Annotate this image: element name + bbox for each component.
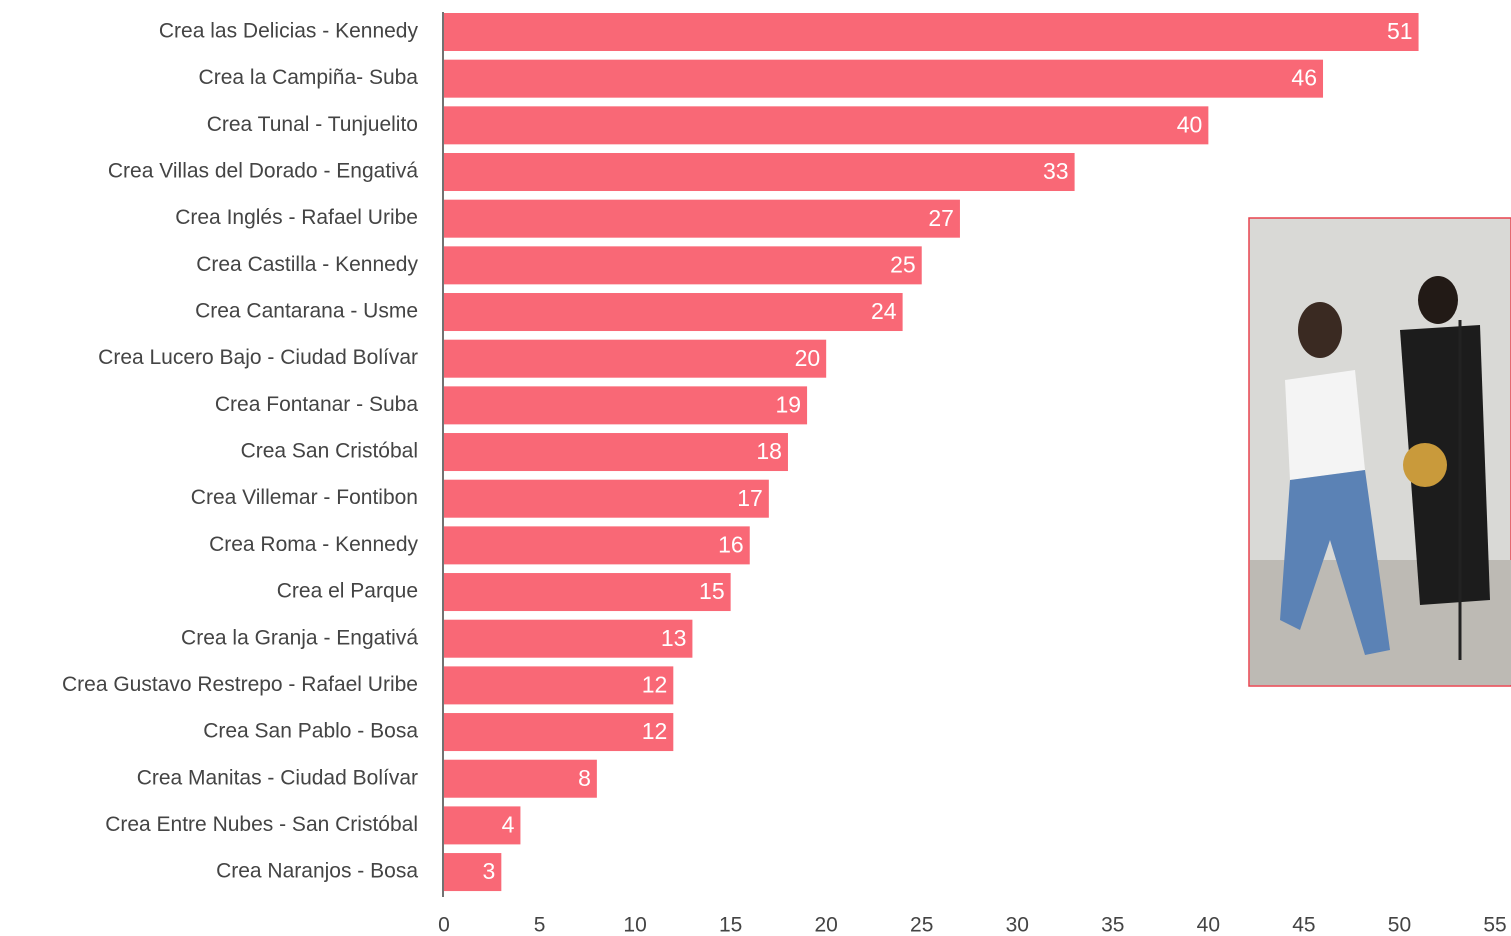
bar — [444, 59, 1324, 98]
x-tick-label: 25 — [910, 914, 933, 936]
value-label: 46 — [1291, 65, 1317, 91]
x-tick-label: 40 — [1197, 914, 1220, 936]
y-tick-label: Crea San Cristóbal — [241, 440, 418, 463]
x-tick-label: 20 — [815, 914, 838, 936]
bar — [444, 13, 1419, 51]
x-tick-label: 15 — [719, 914, 742, 936]
value-label: 27 — [928, 205, 954, 231]
value-label: 24 — [871, 298, 897, 324]
y-tick-label: Crea Manitas - Ciudad Bolívar — [137, 766, 418, 789]
bar — [444, 199, 960, 238]
photo — [1248, 217, 1511, 687]
y-tick-label: Crea Entre Nubes - San Cristóbal — [105, 813, 418, 836]
value-label: 16 — [718, 531, 744, 557]
value-label: 18 — [756, 438, 782, 464]
y-tick-label: Crea Roma - Kennedy — [209, 533, 418, 556]
value-label: 3 — [483, 858, 496, 884]
value-label: 12 — [642, 671, 668, 697]
photo-head — [1418, 276, 1458, 324]
bar — [444, 526, 750, 565]
bar — [444, 433, 788, 472]
bar — [444, 573, 731, 612]
bar — [444, 386, 808, 425]
bar — [444, 853, 502, 892]
y-tick-label: Crea la Granja - Engativá — [181, 626, 418, 649]
y-tick-label: Crea Inglés - Rafael Uribe — [175, 206, 418, 229]
photo-shirt — [1285, 370, 1365, 480]
bar — [444, 619, 693, 658]
bar — [444, 153, 1075, 192]
value-label: 15 — [699, 578, 725, 604]
y-tick-label: Crea Tunal - Tunjuelito — [207, 113, 418, 136]
y-tick-label: Crea Gustavo Restrepo - Rafael Uribe — [62, 673, 418, 696]
bar — [444, 759, 597, 798]
x-tick-label: 45 — [1292, 914, 1315, 936]
value-label: 33 — [1043, 158, 1069, 184]
y-tick-label: Crea San Pablo - Bosa — [203, 720, 418, 743]
x-tick-label: 10 — [623, 914, 646, 936]
y-tick-label: Crea Fontanar - Suba — [215, 393, 418, 416]
y-tick-label: Crea Villas del Dorado - Engativá — [108, 160, 418, 183]
bar — [444, 713, 674, 752]
value-label: 51 — [1387, 18, 1413, 44]
bar — [444, 293, 903, 332]
bar — [444, 106, 1209, 145]
y-tick-label: Crea Lucero Bajo - Ciudad Bolívar — [98, 346, 418, 369]
value-label: 4 — [502, 811, 515, 837]
bar — [444, 479, 769, 518]
x-tick-label: 30 — [1006, 914, 1029, 936]
y-tick-label: Crea Villemar - Fontibon — [191, 486, 418, 509]
photo-jeans — [1280, 470, 1390, 655]
value-label: 13 — [661, 625, 687, 651]
y-tick-label: Crea las Delicias - Kennedy — [159, 20, 419, 43]
y-tick-label: Crea Castilla - Kennedy — [196, 253, 418, 276]
value-label: 40 — [1177, 111, 1203, 137]
bar — [444, 246, 922, 285]
value-label: 20 — [795, 345, 821, 371]
x-tick-label: 5 — [534, 914, 546, 936]
bar — [444, 666, 674, 705]
y-tick-label: Crea Cantarana - Usme — [195, 300, 418, 323]
y-tick-label: Crea Naranjos - Bosa — [216, 860, 418, 883]
photo-instrument — [1403, 443, 1447, 487]
bar — [444, 339, 827, 378]
y-tick-label: Crea el Parque — [277, 580, 418, 603]
value-label: 12 — [642, 718, 668, 744]
bar — [444, 806, 521, 845]
y-tick-label: Crea la Campiña- Suba — [199, 66, 419, 89]
x-tick-label: 55 — [1483, 914, 1506, 936]
value-label: 19 — [775, 391, 801, 417]
value-label: 25 — [890, 251, 916, 277]
value-label: 17 — [737, 485, 763, 511]
x-tick-label: 50 — [1388, 914, 1411, 936]
photo-head — [1298, 302, 1342, 358]
x-tick-label: 35 — [1101, 914, 1124, 936]
x-tick-label: 0 — [438, 914, 450, 936]
value-label: 8 — [578, 765, 591, 791]
